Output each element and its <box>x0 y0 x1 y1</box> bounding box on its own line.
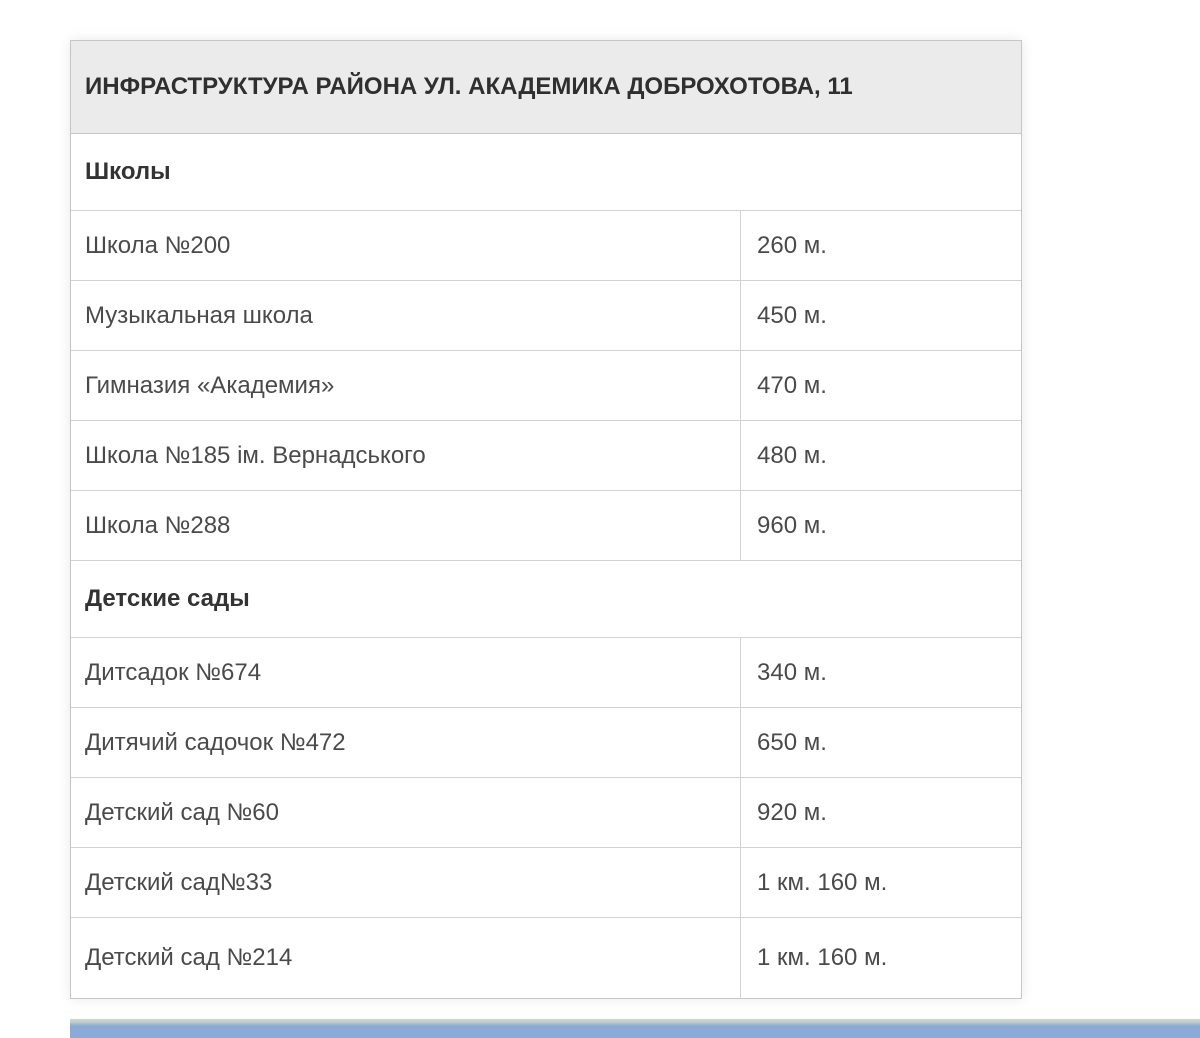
object-name-cell: Гимназия «Академия» <box>71 351 741 420</box>
object-distance-cell: 1 км. 160 м. <box>757 944 888 971</box>
table-body: Школы Школа №200 260 м. Музыкальная школ… <box>71 134 1021 998</box>
object-distance-cell: 480 м. <box>757 441 827 469</box>
object-name-cell: Дитячий садочок №472 <box>71 708 741 777</box>
section-label: Школы <box>85 158 171 185</box>
infrastructure-table: ИНФРАСТРУКТУРА РАЙОНА УЛ. АКАДЕМИКА ДОБР… <box>70 40 1022 999</box>
table-row: Школа №185 ім. Вернадського 480 м. <box>71 421 1021 491</box>
section-header-schools: Школы <box>71 134 1021 211</box>
object-distance-cell: 920 м. <box>757 798 827 826</box>
table-row: Дитячий садочок №472 650 м. <box>71 708 1021 778</box>
object-name-cell: Детский сад №60 <box>71 778 741 847</box>
object-name-cell: Детский сад№33 <box>71 848 741 917</box>
table-row: Детский сад№33 1 км. 160 м. <box>71 848 1021 918</box>
object-distance-cell: 340 м. <box>757 658 827 686</box>
object-distance-cell: 650 м. <box>757 728 827 756</box>
footer-accent-bar <box>70 1019 1200 1038</box>
object-name-cell: Музыкальная школа <box>71 281 741 350</box>
table-row: Детский сад №60 920 м. <box>71 778 1021 848</box>
table-row: Школа №288 960 м. <box>71 491 1021 561</box>
object-distance-cell: 260 м. <box>757 231 827 259</box>
object-name-cell: Школа №200 <box>71 211 741 280</box>
table-title: ИНФРАСТРУКТУРА РАЙОНА УЛ. АКАДЕМИКА ДОБР… <box>71 41 1021 134</box>
table-row: Музыкальная школа 450 м. <box>71 281 1021 351</box>
table-row: Гимназия «Академия» 470 м. <box>71 351 1021 421</box>
object-name-cell: Школа №185 ім. Вернадського <box>71 421 741 490</box>
object-distance-cell: 1 км. 160 м. <box>757 868 888 896</box>
object-name-cell: Детский сад №214 <box>71 918 741 998</box>
table-row: Школа №200 260 м. <box>71 211 1021 281</box>
object-distance-cell: 470 м. <box>757 371 827 399</box>
section-header-kindergartens: Детские сады <box>71 561 1021 638</box>
object-name-cell: Школа №288 <box>71 491 741 560</box>
object-distance-cell: 960 м. <box>757 511 827 539</box>
object-distance-cell: 450 м. <box>757 301 827 329</box>
section-label: Детские сады <box>85 585 250 612</box>
table-row: Дитсадок №674 340 м. <box>71 638 1021 708</box>
object-name-cell: Дитсадок №674 <box>71 638 741 707</box>
table-row: Детский сад №214 1 км. 160 м. <box>71 918 1021 998</box>
